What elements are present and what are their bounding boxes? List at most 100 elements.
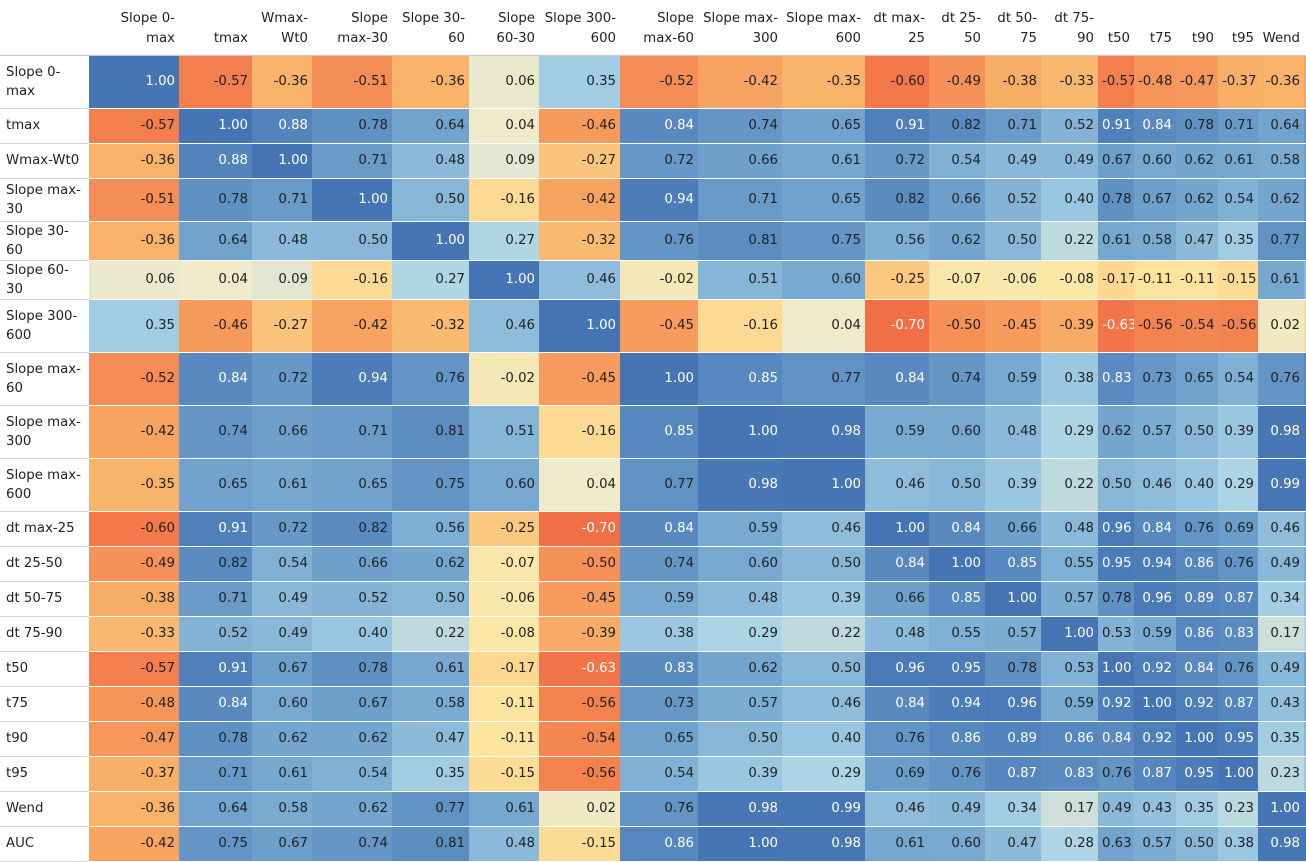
heatmap-cell: 0.56 (865, 221, 929, 261)
heatmap-cell: -0.45 (985, 299, 1041, 353)
heatmap-cell: 0.75 (392, 458, 469, 512)
heatmap-cell: -0.02 (469, 352, 539, 406)
heatmap-cell: 0.59 (1134, 616, 1176, 652)
heatmap-cell: 0.71 (179, 581, 252, 617)
heatmap-cell: -0.17 (469, 651, 539, 687)
heatmap-cell: 0.60 (1134, 143, 1176, 179)
heatmap-cell: 0.48 (985, 405, 1041, 459)
heatmap-cell: -0.60 (89, 511, 179, 547)
heatmap-cell: -0.57 (1098, 55, 1134, 109)
heatmap-cell: 1.00 (865, 511, 929, 547)
heatmap-cell: 0.46 (782, 511, 865, 547)
heatmap-cell: 0.38 (1218, 826, 1258, 862)
heatmap-cell: 0.77 (392, 791, 469, 827)
heatmap-cell: 0.73 (620, 686, 698, 722)
heatmap-cell: 0.47 (1176, 221, 1218, 261)
heatmap-cell: 0.87 (985, 756, 1041, 792)
heatmap-cell: 0.49 (985, 143, 1041, 179)
heatmap-cell: 0.29 (1218, 458, 1258, 512)
heatmap-cell: 0.57 (1041, 581, 1098, 617)
heatmap-cell: -0.45 (539, 352, 620, 406)
heatmap-cell: 0.75 (1304, 108, 1306, 144)
heatmap-cell: 0.56 (392, 511, 469, 547)
heatmap-cell: 0.86 (620, 826, 698, 862)
column-label: t75 (1149, 30, 1172, 46)
heatmap-cell: -0.36 (392, 55, 469, 109)
heatmap-cell: 0.95 (1176, 756, 1218, 792)
heatmap-cell: 0.02 (539, 791, 620, 827)
heatmap-cell: -0.15 (1218, 260, 1258, 300)
heatmap-cell: 0.82 (179, 546, 252, 582)
heatmap-cell: -0.39 (539, 616, 620, 652)
heatmap-cell: 0.62 (929, 221, 985, 261)
heatmap-cell: 0.71 (312, 405, 392, 459)
heatmap-cell: -0.51 (89, 178, 179, 222)
heatmap-cell: 0.02 (1258, 299, 1304, 353)
heatmap-cell: 0.49 (929, 791, 985, 827)
heatmap-cell: 0.17 (1258, 616, 1304, 652)
heatmap-cell: 0.74 (1304, 178, 1306, 222)
heatmap-cell: 1.00 (1176, 721, 1218, 757)
heatmap-cell: 0.61 (1098, 221, 1134, 261)
heatmap-cell: 0.63 (1098, 826, 1134, 862)
heatmap-cell: 1.00 (1098, 651, 1134, 687)
heatmap-cell: 0.48 (469, 826, 539, 862)
column-label: dt 25-50 (941, 10, 981, 46)
heatmap-cell: 0.48 (1304, 260, 1306, 300)
heatmap-cell: -0.11 (469, 686, 539, 722)
row-label: Wmax-Wt0 (0, 143, 89, 179)
heatmap-cell: -0.27 (539, 143, 620, 179)
heatmap-cell: -0.08 (1041, 260, 1098, 300)
heatmap-cell: 0.66 (252, 405, 312, 459)
heatmap-cell: 0.22 (1041, 458, 1098, 512)
column-label: t90 (1191, 30, 1214, 46)
heatmap-cell: 0.94 (312, 352, 392, 406)
heatmap-cell: 0.98 (1258, 826, 1304, 862)
heatmap-cell: 0.98 (698, 791, 782, 827)
heatmap-cell: 0.48 (698, 581, 782, 617)
heatmap-cell: 0.92 (1134, 721, 1176, 757)
row-label: t90 (0, 721, 89, 757)
heatmap-cell: 0.84 (179, 686, 252, 722)
heatmap-cell: 0.86 (1041, 721, 1098, 757)
heatmap-cell: 0.35 (1176, 791, 1218, 827)
column-label: dt 75-90 (1054, 10, 1094, 46)
heatmap-cell: 0.54 (1218, 178, 1258, 222)
heatmap-cell: 0.50 (985, 221, 1041, 261)
heatmap-cell: 0.92 (1098, 686, 1134, 722)
column-label: tmax (213, 30, 248, 46)
heatmap-cell: 0.54 (312, 756, 392, 792)
heatmap-cell: 0.94 (1134, 546, 1176, 582)
heatmap-cell: -0.63 (1098, 299, 1134, 353)
heatmap-cell: 0.46 (539, 260, 620, 300)
heatmap-cell: -0.11 (469, 721, 539, 757)
heatmap-cell: 1.00 (179, 108, 252, 144)
heatmap-cell: 0.69 (1218, 511, 1258, 547)
heatmap-cell: 0.49 (252, 616, 312, 652)
table-row: Slope max-600 -0.35 0.65 0.61 0.65 0.75 0.60 0.… (0, 458, 1306, 512)
heatmap-cell: 0.50 (1176, 405, 1218, 459)
heatmap-cell: 0.92 (1176, 686, 1218, 722)
heatmap-cell: 0.85 (698, 352, 782, 406)
heatmap-cell: 0.35 (539, 55, 620, 109)
heatmap-cell: 0.84 (929, 511, 985, 547)
heatmap-cell: 0.84 (1098, 721, 1134, 757)
heatmap-cell: 0.50 (1098, 458, 1134, 512)
table-row: AUC -0.42 0.75 0.67 0.74 0.81 0.48 -0.15 0.86 1.0… (0, 826, 1306, 862)
heatmap-cell: 0.66 (312, 546, 392, 582)
heatmap-cell: 0.39 (782, 581, 865, 617)
table-row: t50 -0.57 0.91 0.67 0.78 0.61 -0.17 -0.63 0.83 0.… (0, 651, 1306, 687)
heatmap-cell: -0.32 (392, 299, 469, 353)
heatmap-cell: -0.38 (89, 581, 179, 617)
heatmap-cell: 0.61 (252, 756, 312, 792)
heatmap-cell: 0.64 (179, 221, 252, 261)
heatmap-cell: 0.76 (929, 756, 985, 792)
column-label: Slope max-600 (786, 10, 861, 46)
heatmap-cell: 0.88 (179, 143, 252, 179)
heatmap-cell: 0.50 (392, 581, 469, 617)
heatmap-cell: 0.83 (1041, 756, 1098, 792)
heatmap-cell: -0.50 (539, 546, 620, 582)
heatmap-cell: 0.62 (1176, 143, 1218, 179)
heatmap-cell: 0.78 (312, 108, 392, 144)
column-label: Slope 30-60 (402, 10, 465, 46)
